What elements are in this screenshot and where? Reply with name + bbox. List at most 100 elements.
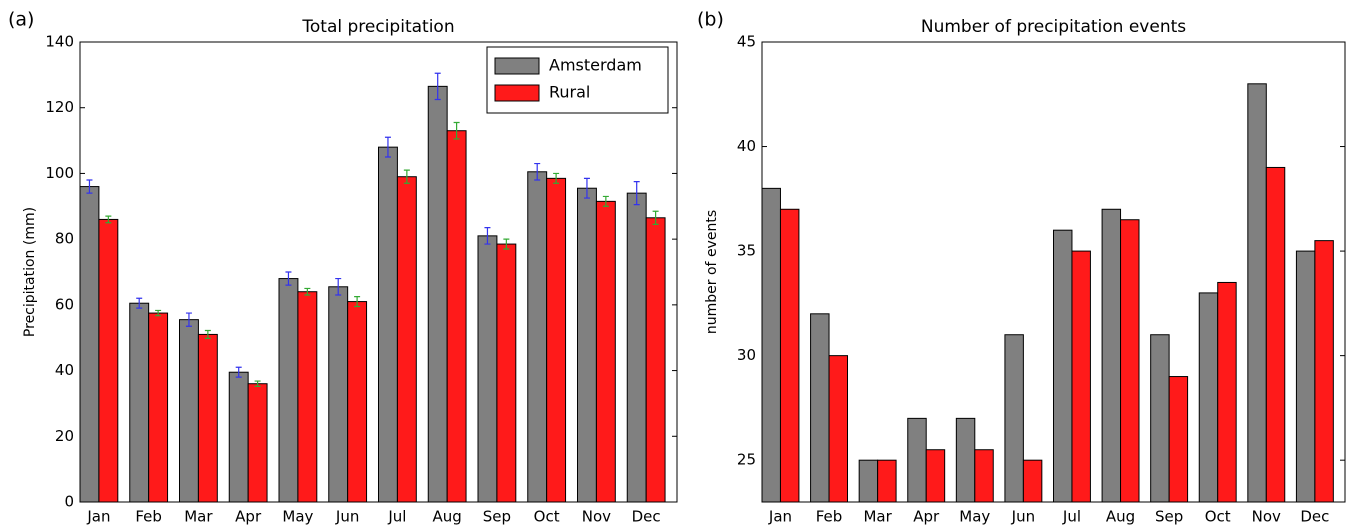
x-tick-label: Jul (387, 508, 406, 526)
panel-label: (a) (8, 9, 34, 31)
bar (1071, 250, 1091, 503)
plot-frame (79, 41, 678, 503)
bar (877, 459, 897, 503)
bar (477, 235, 498, 503)
x-tick-label: Mar (863, 508, 892, 526)
error-bar (384, 136, 391, 158)
bar (761, 187, 781, 503)
error-bar (652, 210, 659, 225)
y-tick-label: 60 (55, 295, 74, 313)
legend-label: Rural (549, 83, 590, 102)
legend-swatch (494, 84, 540, 102)
bar (1198, 292, 1219, 503)
bar (1247, 83, 1267, 503)
bar (1168, 376, 1189, 503)
error-bar (583, 177, 590, 199)
bar (595, 200, 616, 503)
y-tick-label: 40 (55, 361, 74, 379)
chart-title: Total precipitation (301, 17, 454, 37)
x-tick-label: Oct (534, 508, 560, 526)
error-bar (534, 162, 541, 181)
error-bar (254, 380, 261, 387)
error-bar (354, 296, 361, 308)
x-tick-label: Apr (235, 508, 262, 526)
error-bar (105, 215, 112, 224)
bar (1004, 334, 1024, 503)
bar (645, 217, 666, 503)
legend-swatch (494, 57, 540, 75)
bar (1295, 250, 1316, 503)
bar (1217, 281, 1237, 503)
panel-label: (b) (697, 9, 724, 31)
bar (1022, 459, 1043, 503)
y-tick-label: 80 (55, 230, 74, 248)
x-tick-label: Aug (433, 508, 462, 526)
plot-frame (761, 41, 1346, 503)
bar (577, 187, 597, 503)
error-bar (86, 179, 93, 194)
x-tick-label: Jun (1011, 508, 1035, 526)
x-tick-label: Aug (1106, 508, 1135, 526)
bar (1053, 229, 1073, 503)
bar (378, 146, 398, 503)
error-bar (453, 121, 460, 140)
bar (546, 177, 567, 503)
x-tick-label: Dec (632, 508, 661, 526)
x-tick-label: Sep (483, 508, 511, 526)
x-tick-label: Apr (913, 508, 940, 526)
bar (626, 192, 647, 503)
x-tick-label: Nov (1252, 508, 1281, 526)
error-bar (185, 312, 192, 327)
x-tick-label: Dec (1300, 508, 1329, 526)
error-bar (304, 287, 311, 296)
y-tick-label: 35 (737, 242, 756, 260)
bar (1265, 166, 1286, 503)
x-tick-label: Nov (582, 508, 611, 526)
x-tick-label: Jan (86, 508, 110, 526)
bar (197, 333, 218, 503)
bar (810, 313, 830, 503)
bar (955, 417, 976, 503)
y-axis-label: number of events (704, 210, 720, 334)
y-tick-label: 120 (45, 98, 74, 116)
x-tick-label: Jul (1062, 508, 1081, 526)
x-tick-label: Jun (335, 508, 359, 526)
bar (297, 291, 318, 503)
bar (79, 186, 100, 503)
bar (1120, 219, 1140, 503)
bar (347, 301, 368, 503)
error-bar (204, 329, 211, 339)
bar (228, 371, 249, 503)
bar (1150, 334, 1170, 503)
bar (828, 355, 849, 503)
x-tick-label: May (959, 508, 990, 526)
x-tick-label: Sep (1155, 508, 1183, 526)
y-tick-label: 140 (45, 33, 74, 51)
x-tick-label: Feb (816, 508, 843, 526)
bar (148, 312, 169, 503)
bar (98, 218, 119, 503)
error-bar (633, 181, 640, 206)
x-tick-label: Jan (768, 508, 792, 526)
bar (179, 319, 199, 503)
x-tick-label: May (282, 508, 313, 526)
y-tick-label: 20 (55, 427, 74, 445)
y-tick-label: 30 (737, 346, 756, 364)
error-bar (285, 271, 292, 286)
y-tick-label: 100 (45, 164, 74, 182)
error-bar (136, 297, 143, 309)
error-bar (235, 366, 242, 378)
error-bar (602, 195, 609, 207)
bar (925, 449, 946, 503)
error-bar (484, 227, 491, 245)
error-bar (155, 309, 162, 317)
error-bar (434, 72, 441, 101)
bar (974, 449, 994, 503)
bar (907, 417, 927, 503)
y-tick-label: 0 (64, 493, 74, 511)
bar (496, 243, 517, 503)
chart-title: Number of precipitation events (921, 17, 1186, 37)
bar (446, 130, 467, 503)
x-tick-label: Feb (135, 508, 162, 526)
